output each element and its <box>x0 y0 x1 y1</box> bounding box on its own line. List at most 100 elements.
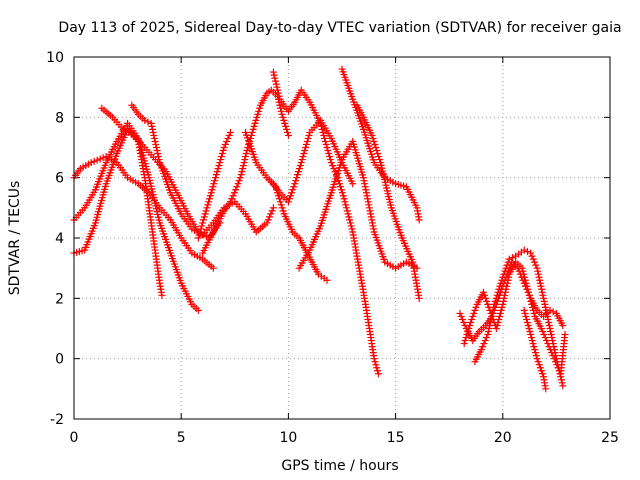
data-point <box>255 107 263 115</box>
data-point <box>523 315 531 323</box>
data-point <box>320 131 328 139</box>
data-point <box>543 337 551 345</box>
data-point <box>529 255 537 263</box>
data-point <box>272 186 280 194</box>
data-point <box>225 131 233 139</box>
data-point <box>206 195 214 203</box>
data-point <box>539 291 547 299</box>
data-point <box>346 219 354 227</box>
data-point <box>545 318 553 326</box>
data-point <box>284 198 292 206</box>
data-point <box>210 180 218 188</box>
data-point <box>461 337 469 345</box>
data-point <box>232 186 240 194</box>
series-trace-q <box>520 306 550 393</box>
data-point <box>534 270 542 278</box>
data-point <box>296 162 304 170</box>
y-axis-label: SDTVAR / TECUs <box>7 181 23 296</box>
data-point <box>252 116 260 124</box>
data-point <box>272 183 280 191</box>
data-point <box>529 340 537 348</box>
data-point <box>520 306 528 314</box>
data-point <box>374 367 382 375</box>
data-point <box>201 210 209 218</box>
data-point <box>413 264 421 272</box>
data-point <box>317 119 325 127</box>
data-point <box>144 118 152 126</box>
data-point <box>548 349 556 357</box>
data-point <box>468 315 476 323</box>
data-point <box>531 349 539 357</box>
data-point <box>87 159 95 167</box>
grid-lines <box>73 56 611 420</box>
data-point <box>256 104 264 112</box>
data-point <box>531 346 539 354</box>
data-point <box>541 303 549 311</box>
data-point <box>347 222 355 230</box>
series-trace-i <box>269 68 382 378</box>
data-point <box>266 213 274 221</box>
data-point <box>544 340 552 348</box>
data-point <box>467 318 475 326</box>
data-point <box>542 385 550 393</box>
data-point <box>371 358 379 366</box>
data-point <box>502 264 510 272</box>
data-point <box>277 201 285 209</box>
data-point <box>229 192 237 200</box>
tick-labels: 0 5 10 15 20 25 -2 0 2 4 6 8 10 <box>46 50 619 446</box>
data-point <box>494 318 502 326</box>
data-point <box>465 325 473 332</box>
data-point <box>238 168 246 176</box>
data-point <box>285 195 293 203</box>
data-point <box>499 297 507 305</box>
data-point <box>228 195 236 203</box>
y-tick-label: 10 <box>46 50 64 66</box>
data-point <box>372 144 380 151</box>
data-point <box>295 165 303 173</box>
data-point <box>278 110 286 118</box>
data-point <box>195 231 203 239</box>
data-point <box>458 315 466 323</box>
data-point <box>469 312 477 320</box>
data-point <box>248 128 256 136</box>
data-point <box>529 303 537 311</box>
y-tick-label: 2 <box>55 291 64 307</box>
data-point <box>525 288 533 296</box>
data-point <box>150 131 158 139</box>
data-point <box>338 189 346 197</box>
data-point <box>496 312 504 320</box>
data-point <box>281 119 289 127</box>
data-point <box>294 171 302 179</box>
data-point <box>531 258 539 266</box>
data-point <box>209 183 217 191</box>
data-point <box>498 276 506 284</box>
data-point <box>218 153 226 161</box>
x-tick-label: 10 <box>279 430 297 446</box>
data-point <box>523 318 531 326</box>
data-point <box>323 276 331 284</box>
data-point <box>288 189 296 197</box>
data-point <box>276 101 284 109</box>
data-point <box>214 165 222 173</box>
data-point <box>319 128 327 136</box>
data-point <box>272 77 280 85</box>
data-point <box>559 321 567 329</box>
data-point <box>561 331 569 339</box>
data-point <box>525 325 533 332</box>
data-point <box>90 157 98 165</box>
data-point <box>374 150 382 158</box>
data-point <box>532 261 540 269</box>
data-point <box>480 288 488 296</box>
data-point <box>283 125 291 133</box>
data-point <box>537 325 545 332</box>
data-point <box>329 162 337 170</box>
data-point <box>521 273 529 281</box>
data-point <box>250 122 258 130</box>
data-point <box>209 264 217 272</box>
data-point <box>530 343 538 351</box>
data-point <box>484 331 492 339</box>
data-point <box>463 331 471 339</box>
x-tick-label: 15 <box>387 430 405 446</box>
data-point <box>341 198 349 206</box>
data-point <box>303 137 311 145</box>
